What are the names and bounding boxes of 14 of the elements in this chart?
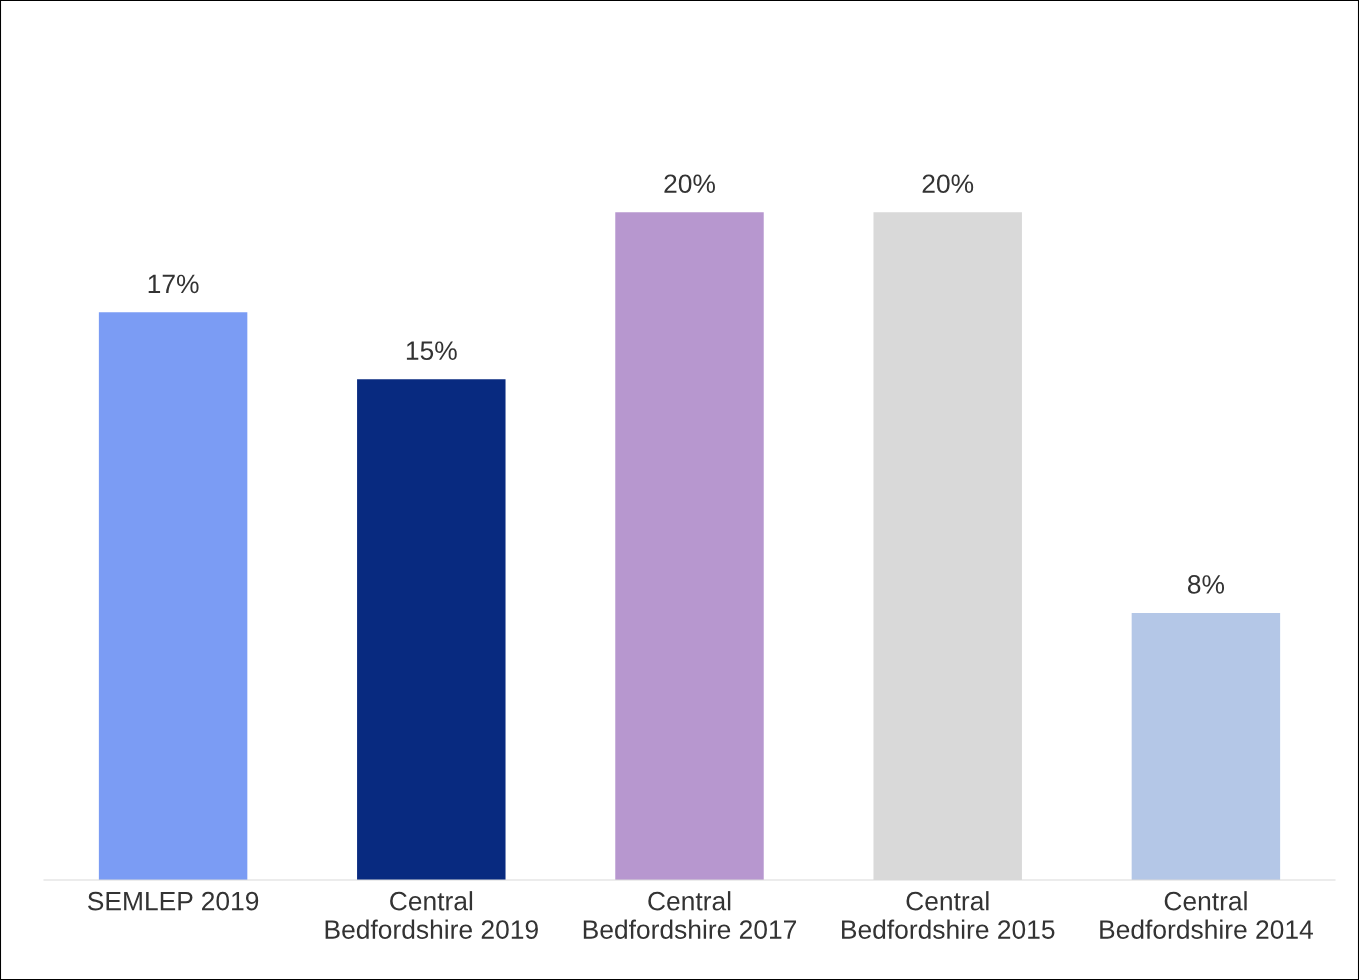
bar [357,379,506,880]
data-label: 8% [1187,575,1225,594]
data-label: 20% [922,174,974,194]
data-label: 15% [406,341,457,361]
x-tick-label: Central Bedfordshire 2019 [325,891,538,939]
x-tick-label: Central Bedfordshire 2017 [583,891,797,939]
x-tick-label: Central Bedfordshire 2015 [842,891,1055,939]
bar [615,212,764,880]
bar [98,312,248,880]
data-label: 17% [148,274,199,294]
bar [1131,612,1281,880]
data-label: 20% [664,174,715,194]
x-tick-label: SEMLEP 2019 [87,891,259,911]
x-tick-label: Central Bedfordshire 2014 [1100,891,1313,939]
